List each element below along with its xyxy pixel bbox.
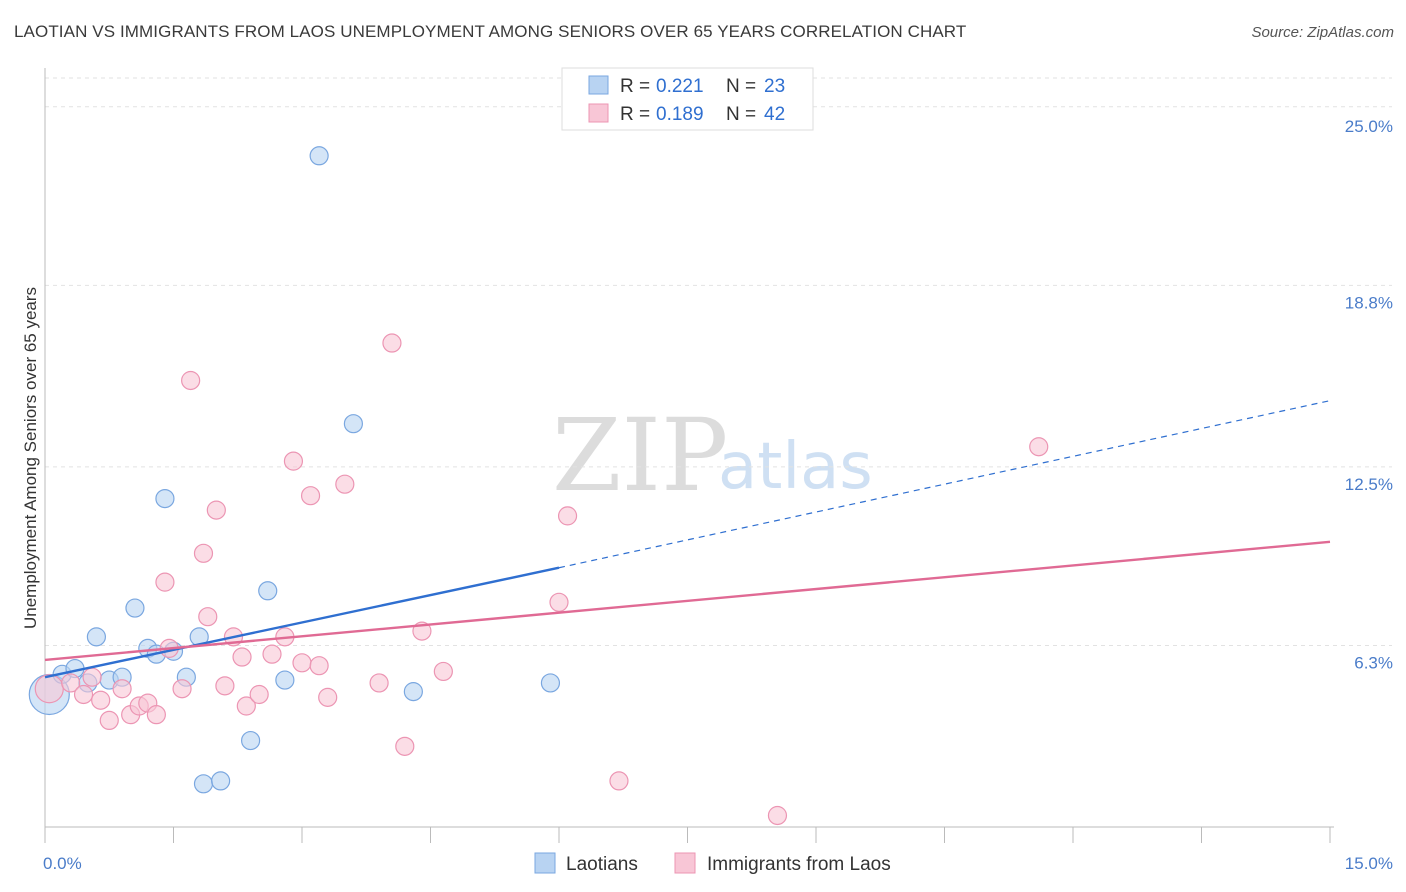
data-points: [28, 146, 1049, 826]
point-immigrants: [369, 673, 389, 693]
point-laotians: [309, 146, 329, 166]
watermark-zip: ZIP: [552, 397, 728, 514]
point-immigrants: [767, 805, 788, 826]
point-immigrants: [155, 572, 175, 592]
x-tick-label: 0.0%: [43, 854, 82, 873]
point-immigrants: [549, 592, 569, 612]
point-immigrants: [382, 333, 402, 353]
series-legend-swatch-laotians: [534, 852, 556, 874]
stats-legend: R = 0.221 N = 23 R = 0.189 N = 42: [561, 67, 814, 131]
point-immigrants: [557, 506, 578, 526]
point-immigrants: [198, 607, 218, 627]
point-immigrants: [395, 736, 415, 756]
point-immigrants: [249, 684, 269, 705]
point-laotians: [258, 581, 278, 601]
series-legend: Laotians Immigrants from Laos: [534, 852, 891, 875]
point-immigrants: [1029, 437, 1049, 457]
source-label: Source: ZipAtlas.com: [1251, 24, 1394, 41]
point-laotians: [193, 774, 214, 794]
point-laotians: [211, 771, 231, 791]
y-tick-label: 18.8%: [1345, 293, 1393, 312]
series-legend-label-immigrants: Immigrants from Laos: [707, 854, 891, 875]
point-immigrants: [433, 661, 453, 682]
point-laotians: [155, 488, 175, 509]
point-immigrants: [193, 543, 214, 563]
point-immigrants: [318, 687, 338, 707]
point-laotians: [540, 673, 561, 693]
legend-swatch-laotians: [588, 75, 609, 95]
trend-line-immigrants: [44, 540, 1331, 662]
trend-line-laotians: [44, 566, 560, 679]
point-laotians: [125, 598, 145, 618]
point-laotians: [86, 627, 107, 647]
trend-lines: [44, 400, 1331, 679]
point-immigrants: [61, 673, 81, 693]
point-laotians: [241, 730, 261, 751]
point-immigrants: [206, 500, 226, 520]
point-laotians: [343, 414, 363, 434]
point-immigrants: [112, 679, 132, 699]
point-immigrants: [215, 676, 235, 696]
y-tick-label: 6.3%: [1354, 654, 1393, 673]
legend-r-label: R =: [620, 76, 650, 97]
point-laotians: [275, 670, 295, 690]
y-tick-label: 12.5%: [1345, 475, 1393, 494]
y-tick-label: 25.0%: [1345, 117, 1393, 136]
legend-swatch-immigrants: [588, 103, 609, 123]
legend-n-value: 23: [764, 76, 785, 97]
grid-lines: [45, 77, 1392, 647]
legend-n-label: N =: [726, 76, 756, 97]
legend-r-value: 0.221: [656, 76, 704, 97]
point-immigrants: [283, 451, 304, 471]
point-immigrants: [99, 710, 119, 731]
point-immigrants: [91, 690, 111, 710]
series-legend-label-laotians: Laotians: [566, 854, 638, 875]
point-immigrants: [146, 705, 166, 725]
point-immigrants: [172, 679, 192, 699]
point-immigrants: [309, 656, 329, 676]
x-tick-label: 15.0%: [1345, 854, 1393, 873]
chart-title: LAOTIAN VS IMMIGRANTS FROM LAOS UNEMPLOY…: [14, 22, 967, 41]
legend-r-value: 0.189: [656, 104, 704, 125]
legend-n-label: N =: [726, 104, 756, 125]
series-legend-swatch-immigrants: [674, 852, 696, 874]
point-immigrants: [262, 644, 282, 664]
y-axis-label: Unemployment Among Seniors over 65 years: [21, 287, 40, 629]
point-immigrants: [232, 647, 252, 667]
point-immigrants: [609, 771, 629, 791]
point-immigrants: [73, 684, 94, 705]
point-laotians: [403, 682, 423, 702]
x-tick-labels: 0.0% 15.0%: [43, 854, 1393, 873]
y-tick-labels: 6.3% 12.5% 18.8% 25.0%: [1345, 117, 1393, 673]
point-immigrants: [181, 370, 201, 391]
legend-n-value: 42: [764, 104, 785, 125]
point-immigrants: [335, 474, 355, 494]
point-immigrants: [300, 486, 321, 506]
legend-r-label: R =: [620, 104, 650, 125]
point-immigrants: [82, 667, 102, 687]
point-immigrants: [236, 696, 256, 716]
watermark: ZIP atlas: [552, 397, 873, 514]
point-immigrants: [34, 674, 64, 704]
point-immigrants: [292, 653, 312, 673]
